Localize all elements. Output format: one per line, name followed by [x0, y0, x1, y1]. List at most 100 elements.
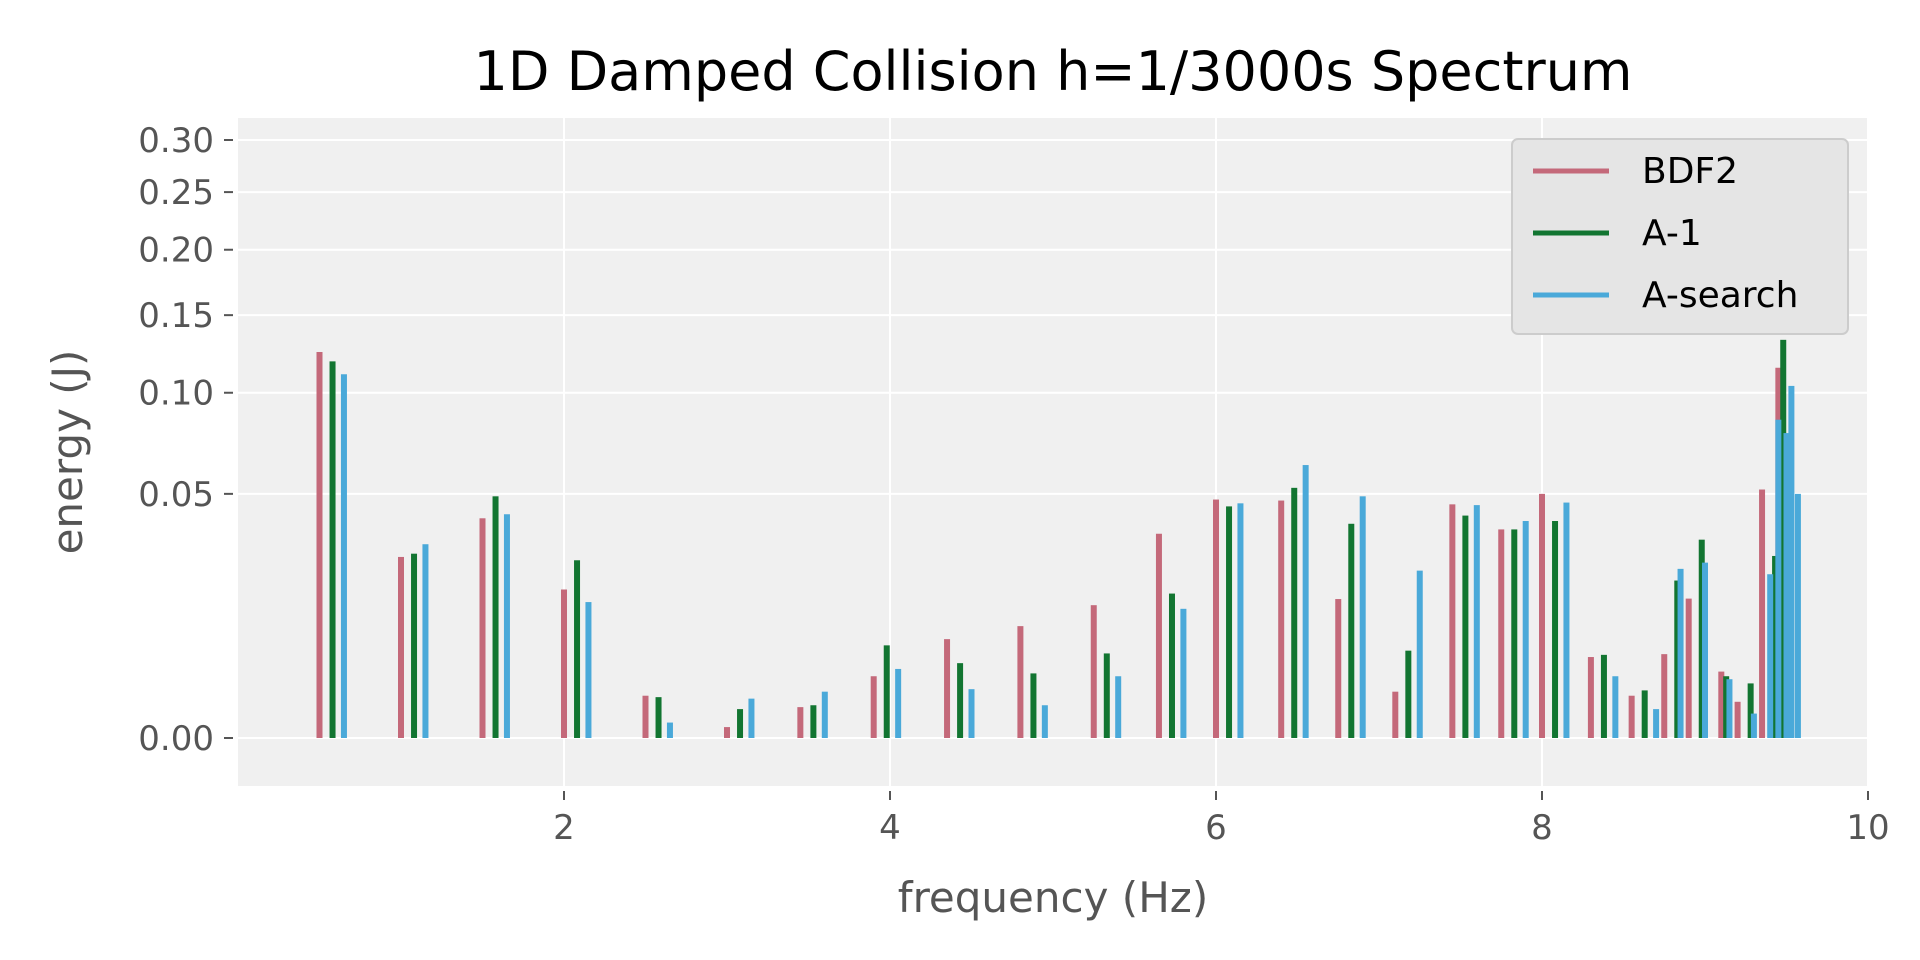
bar-a-search	[1794, 493, 1801, 738]
bar-a-1	[1698, 539, 1705, 738]
bar-a-search	[1563, 502, 1570, 738]
bar-a-1	[574, 560, 581, 738]
bar-a-1	[957, 663, 964, 738]
bar-a-1	[883, 645, 890, 738]
y-tick-label: 0.15	[138, 296, 214, 336]
bar-a-search	[1750, 713, 1757, 738]
bar-a-search	[1237, 503, 1244, 738]
bar-bdf2	[1718, 671, 1725, 738]
bar-bdf2	[870, 676, 877, 738]
bar-bdf2	[1734, 701, 1741, 738]
legend-label-bdf2: BDF2	[1642, 151, 1738, 192]
x-tick-label: 2	[553, 808, 575, 848]
y-tick-label: 0.20	[138, 231, 214, 271]
bar-bdf2	[1759, 489, 1766, 738]
bar-a-1	[810, 705, 817, 738]
bar-a-search	[821, 691, 828, 738]
bar-a-1	[1674, 580, 1681, 738]
bar-bdf2	[1498, 529, 1505, 738]
legend-label-a1: A-1	[1642, 213, 1702, 254]
bar-a-search	[1775, 419, 1782, 738]
bar-bdf2	[1090, 605, 1097, 738]
y-tick-label: 0.25	[138, 173, 214, 213]
legend-label-a-search: A-search	[1642, 275, 1798, 316]
bar-bdf2	[797, 707, 804, 738]
chart-title: 1D Damped Collision h=1/3000s Spectrum	[473, 40, 1632, 103]
bar-a-search	[422, 544, 429, 738]
bar-a-search	[1359, 496, 1366, 738]
bar-a-1	[329, 361, 336, 738]
bar-bdf2	[944, 639, 951, 738]
bar-a-search	[1677, 568, 1684, 738]
bar-a-1	[1226, 506, 1233, 738]
bar-bdf2	[316, 351, 323, 738]
bar-a-1	[411, 553, 418, 738]
x-axis-ticks: 2 4 6 8 10	[553, 791, 1890, 848]
bar-bdf2	[1213, 499, 1219, 738]
bar-bdf2	[1335, 599, 1342, 738]
bar-a-1	[655, 697, 662, 738]
bar-bdf2	[1278, 500, 1285, 738]
bar-a-search	[1473, 505, 1480, 738]
bar-a-search	[1416, 570, 1423, 738]
bar-bdf2	[1661, 654, 1668, 738]
bar-bdf2	[1539, 493, 1545, 738]
bar-a-1	[1552, 521, 1559, 738]
bar-bdf2	[1628, 695, 1635, 738]
bar-a-search	[1702, 562, 1708, 738]
bar-a-1	[1511, 529, 1518, 738]
x-tick-label: 6	[1205, 808, 1227, 848]
bar-a-1	[1723, 676, 1730, 738]
bar-a-search	[340, 374, 347, 738]
bar-a-search	[1726, 679, 1733, 738]
bar-bdf2	[642, 695, 649, 738]
y-tick-label: 0.00	[138, 719, 214, 759]
bar-a-search	[895, 668, 902, 738]
x-tick-label: 8	[1531, 808, 1553, 848]
y-axis-ticks: 0.00 0.05 0.10 0.15 0.20 0.25 0.30	[138, 121, 233, 759]
bar-a-1	[1030, 673, 1037, 738]
y-tick-label: 0.05	[138, 475, 214, 515]
bar-a-1	[1641, 690, 1648, 738]
bar-a-search	[1041, 705, 1048, 738]
bar-a-search	[1767, 574, 1774, 738]
y-axis-label: energy (J)	[43, 350, 92, 555]
bar-a-search	[585, 602, 592, 738]
bar-a-1	[1780, 339, 1787, 738]
bar-bdf2	[1449, 504, 1456, 738]
bar-a-search	[968, 689, 975, 738]
bar-bdf2	[398, 556, 404, 738]
bar-a-1	[1103, 653, 1110, 738]
bar-bdf2	[1155, 533, 1162, 738]
bar-bdf2	[1017, 626, 1024, 738]
bar-bdf2	[1685, 598, 1692, 738]
x-tick-label: 10	[1846, 808, 1889, 848]
x-tick-label: 4	[879, 808, 901, 848]
bar-a-search	[1612, 676, 1619, 738]
bar-a-1	[1772, 555, 1779, 738]
bar-a-search	[1302, 465, 1309, 738]
bar-bdf2	[561, 589, 567, 738]
bar-bdf2	[479, 518, 486, 738]
y-tick-label: 0.10	[138, 374, 214, 414]
bars	[316, 339, 1801, 738]
bar-a-search	[503, 514, 510, 738]
bar-a-1	[1747, 683, 1754, 738]
legend-box	[1511, 138, 1849, 335]
bar-bdf2	[1587, 657, 1594, 738]
bar-a-search	[666, 722, 673, 738]
bar-a-1	[1168, 593, 1175, 738]
bar-a-search	[1180, 608, 1187, 738]
y-tick-label: 0.30	[138, 121, 214, 161]
bar-a-search	[1788, 385, 1795, 738]
bar-a-1	[737, 709, 744, 738]
bar-a-search	[1115, 676, 1122, 738]
x-axis-label: frequency (Hz)	[898, 873, 1208, 922]
bar-a-1	[1291, 487, 1298, 738]
bar-a-1	[1600, 654, 1607, 738]
legend: BDF2 A-1 A-search	[1511, 138, 1849, 335]
bar-a-1	[1405, 650, 1412, 738]
bar-a-search	[1522, 521, 1529, 738]
bar-bdf2	[1392, 691, 1399, 738]
bar-a-search	[1653, 709, 1660, 738]
